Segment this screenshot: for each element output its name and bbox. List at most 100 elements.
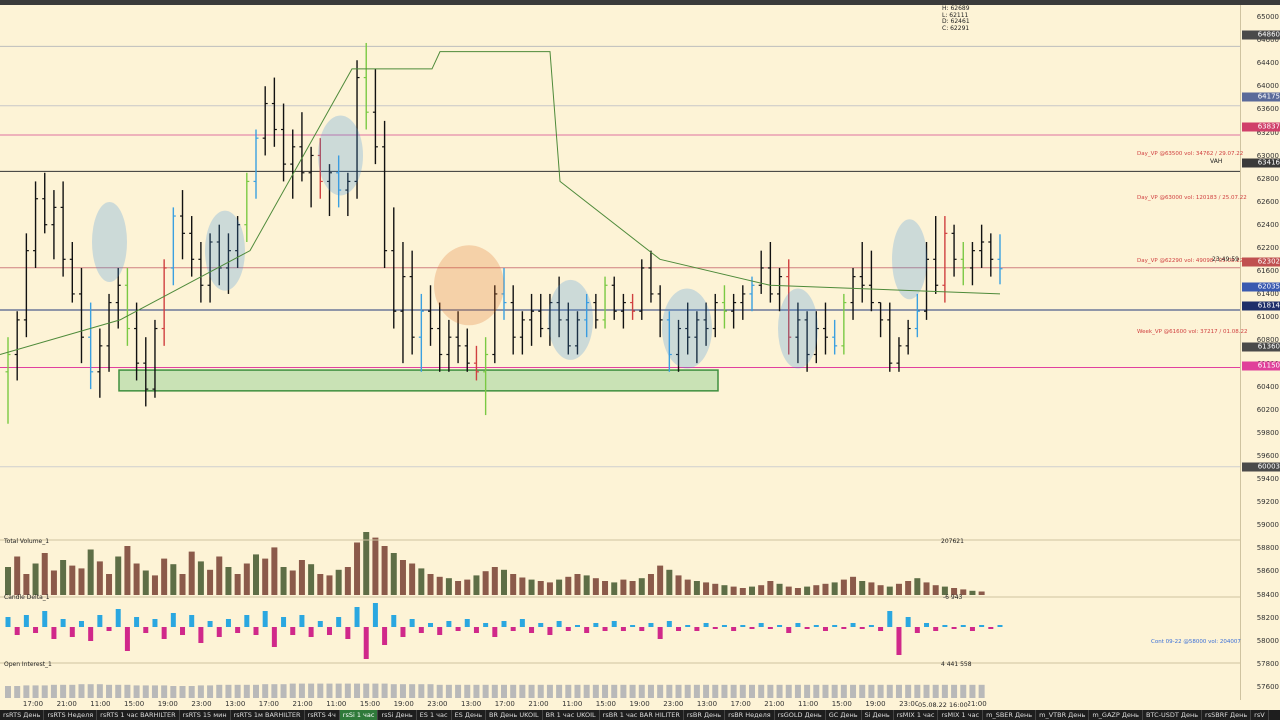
oi-bar-63	[583, 684, 590, 698]
price-level-tag: 62302	[1242, 257, 1280, 267]
delta-bar-7	[69, 627, 75, 637]
delta-bar-96	[887, 611, 893, 627]
workspace-tab[interactable]: rsRTS 1м BARHILTER	[231, 710, 305, 720]
workspace-tab[interactable]: rsRTS 1 час BARHILTER	[97, 710, 180, 720]
day-vp-note-1: Day_VP @63500 vol: 34762 / 29.07.22	[1137, 151, 1244, 157]
workspace-tab[interactable]: rsBR Неделя	[725, 710, 775, 720]
volume-bar-42	[390, 553, 397, 595]
volume-profile-3	[434, 245, 504, 326]
volume-bar-41	[381, 546, 388, 595]
volume-bar-49	[455, 581, 462, 595]
volume-profile-6	[778, 288, 818, 369]
workspace-tab[interactable]: rsRTS Неделя	[44, 710, 98, 720]
workspace-tab[interactable]: ES 1 час	[417, 710, 452, 720]
volume-profile-0	[92, 202, 127, 282]
time-tick: 21:00	[528, 700, 549, 708]
price-axis[interactable]: 65000 64600 64400 64000 63600 63200 63000 62800…	[1240, 5, 1280, 700]
delta-bar-97	[896, 627, 902, 655]
workspace-tab[interactable]: rsGOLD День	[775, 710, 826, 720]
oi-bar-46	[427, 684, 434, 698]
volume-bar-54	[501, 569, 507, 595]
oi-bar-6	[60, 684, 67, 698]
volume-profile-4	[548, 279, 593, 360]
volume-bar-2	[23, 574, 30, 595]
volume-bar-12	[115, 556, 122, 595]
oi-bar-104	[960, 684, 967, 698]
volume-bar-34	[317, 574, 324, 595]
workspace-tab[interactable]: ES День	[452, 710, 487, 720]
volume-bar-93	[859, 581, 866, 595]
volume-bar-99	[914, 578, 921, 595]
workspace-tab[interactable]: BTC-USDT День	[1143, 710, 1203, 720]
oi-bar-80	[739, 684, 746, 698]
oi-bar-64	[592, 684, 599, 698]
delta-bar-43	[400, 627, 406, 637]
time-label: 23:49:59	[1212, 256, 1239, 263]
oi-bar-36	[335, 683, 342, 698]
volume-bar-82	[758, 585, 765, 595]
workspace-tab[interactable]: GC День	[826, 710, 862, 720]
delta-bar-63	[584, 627, 590, 633]
delta-bar-82	[758, 623, 764, 627]
workspace-tab[interactable]: rsSi День	[378, 710, 417, 720]
delta-bar-83	[767, 627, 773, 629]
price-tick: 60200	[1256, 405, 1279, 414]
workspace-tab[interactable]: Si День	[862, 710, 894, 720]
delta-bar-59	[547, 627, 553, 635]
volume-bar-105	[969, 590, 976, 595]
volume-bar-19	[179, 574, 186, 595]
volume-bar-36	[335, 569, 342, 595]
oi-bar-101	[932, 684, 939, 698]
oi-bar-25	[234, 684, 241, 698]
price-tick: 61600	[1256, 267, 1279, 276]
workspace-tab[interactable]: m_SBER День	[983, 710, 1037, 720]
cursor-date-label: 05.08.22 16:00	[918, 701, 968, 709]
delta-bar-67	[620, 627, 626, 631]
workspace-tab[interactable]: rsV	[1251, 710, 1269, 720]
delta-bar-17	[161, 627, 167, 639]
volume-bar-67	[620, 579, 627, 595]
volume-bar-43	[399, 560, 406, 595]
delta-bar-77	[712, 627, 718, 629]
delta-bar-28	[262, 611, 268, 627]
volume-bar-63	[583, 575, 590, 595]
oi-bar-37	[344, 683, 351, 698]
price-chart[interactable]	[0, 5, 1240, 700]
workspace-tab[interactable]: rsBR 1 час BAR HILITER	[600, 710, 684, 720]
workspace-tab[interactable]: BR День UKOIL	[486, 710, 543, 720]
workspace-tab[interactable]: m_GAZP День	[1089, 710, 1144, 720]
time-tick: 21:00	[764, 700, 785, 708]
delta-bar-15	[143, 627, 149, 633]
workspace-tab[interactable]: rsBR День	[684, 710, 726, 720]
workspace-tab[interactable]: rsMIX 1 час	[894, 710, 939, 720]
workspace-tab[interactable]: rsRTS 15 мин	[180, 710, 231, 720]
delta-bar-36	[336, 617, 342, 627]
oi-bar-19	[179, 686, 186, 698]
delta-bar-107	[988, 627, 994, 629]
price-tick: 59800	[1256, 428, 1279, 437]
oi-bar-62	[574, 684, 581, 698]
ohlc-close: C: 62291	[942, 24, 970, 32]
workspace-tab[interactable]: rsSBRF День	[1202, 710, 1252, 720]
workspace-tab[interactable]: m_VTBR День	[1036, 710, 1090, 720]
oi-bar-74	[684, 684, 691, 698]
oi-bar-90	[831, 684, 838, 698]
workspace-tab[interactable]: rsRTS День	[0, 710, 45, 720]
workspace-tab[interactable]: rsMIX 1 час	[938, 710, 984, 720]
top-toolbar[interactable]	[0, 0, 1280, 5]
oi-bar-1	[14, 686, 21, 698]
oi-bar-94	[868, 684, 875, 698]
workspace-tab[interactable]: BR 1 час UKOIL	[543, 710, 600, 720]
oi-bar-76	[703, 684, 710, 698]
volume-bar-80	[739, 588, 746, 595]
workspace-tab[interactable]: rsSi 1 час	[339, 710, 379, 720]
volume-bar-44	[409, 563, 416, 595]
volume-bar-83	[767, 581, 774, 595]
day-vp-note-2: Day_VP @63000 vol: 120183 / 25.07.22	[1137, 195, 1247, 201]
volume-bar-29	[271, 547, 278, 595]
volume-bar-71	[657, 565, 664, 595]
oi-bar-28	[262, 684, 269, 698]
workspace-tab[interactable]: rsRTS 4ч	[305, 710, 340, 720]
price-level-tag: 61360	[1242, 342, 1280, 352]
oi-bar-12	[115, 684, 122, 698]
